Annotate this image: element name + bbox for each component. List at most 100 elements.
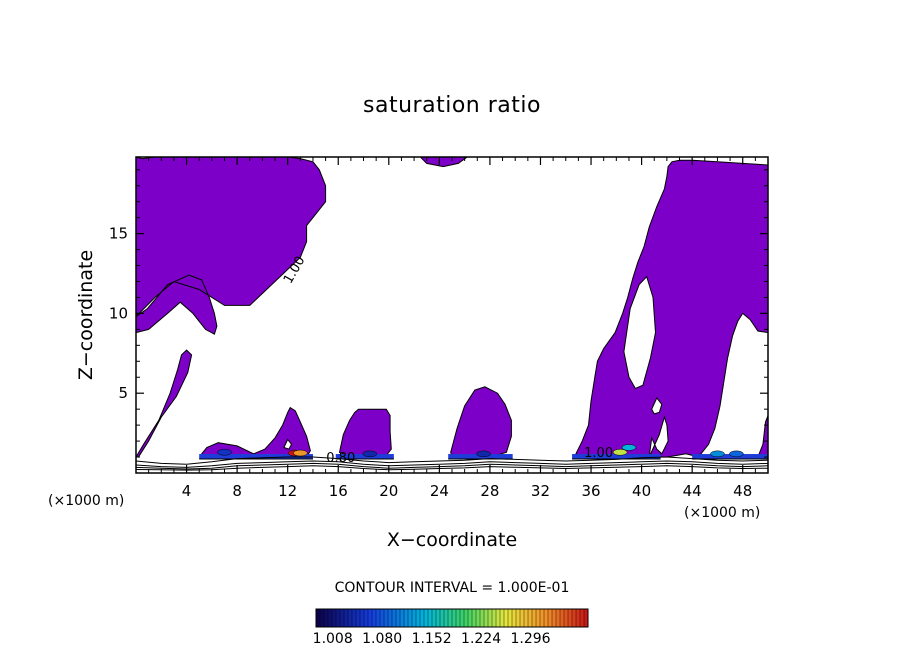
colorbar-segment — [340, 609, 345, 627]
colorbar-tick-label: 1.080 — [362, 631, 402, 647]
colorbar-segment — [376, 609, 381, 627]
peak-cell — [621, 444, 637, 451]
supersaturated-region — [575, 159, 768, 458]
colorbar-segment — [332, 609, 337, 627]
colorbar-segment — [544, 609, 549, 627]
colorbar-segment — [420, 609, 425, 627]
peak-cell — [293, 449, 308, 457]
x-unit-label-right: (×1000 m) — [684, 505, 760, 521]
peak-cell — [362, 450, 378, 458]
colorbar-segment — [476, 609, 481, 627]
colorbar-segment — [540, 609, 545, 627]
colorbar-segment — [580, 609, 585, 627]
colorbar-segment — [548, 609, 553, 627]
colorbar-segment — [400, 609, 405, 627]
subsaturated-hole — [648, 415, 669, 458]
colorbar-segment — [488, 609, 493, 627]
subsaturated-holes — [283, 275, 669, 458]
colorbar-segment — [344, 609, 349, 627]
colorbar-segment — [364, 609, 369, 627]
colorbar-segment — [500, 609, 505, 627]
colorbar-frame — [315, 608, 589, 628]
colorbar-segment — [532, 609, 537, 627]
colorbar-tick-label: 1.152 — [412, 631, 452, 647]
colorbar-segment — [536, 609, 541, 627]
x-tick-label: 36 — [581, 482, 600, 500]
peak-cell — [710, 450, 725, 458]
supersaturated-region — [419, 157, 469, 168]
colorbar-segment — [520, 609, 525, 627]
x-tick-label: 16 — [329, 482, 348, 500]
colorbar-segment — [372, 609, 377, 627]
colorbar-segment — [440, 609, 445, 627]
contour-label: 0.80 — [326, 451, 355, 466]
colorbar-segment — [516, 609, 521, 627]
peak-cell — [729, 450, 744, 458]
x-tick-label: 20 — [379, 482, 398, 500]
colorbar-segment — [524, 609, 529, 627]
colorbar-segment — [512, 609, 517, 627]
supersaturated-region — [136, 157, 327, 335]
subsaturated-hole — [283, 438, 293, 450]
x-tick-label: 12 — [278, 482, 297, 500]
x-tick-label: 44 — [683, 482, 702, 500]
colorbar-segment — [480, 609, 485, 627]
colorbar-segment — [528, 609, 533, 627]
surface-contour-line — [136, 465, 768, 471]
colorbar-segment — [380, 609, 385, 627]
colorbar-segment — [352, 609, 357, 627]
colorbar-segment — [316, 609, 321, 627]
colorbar-segment — [444, 609, 449, 627]
colorbar-segment — [576, 609, 581, 627]
colorbar-segment — [456, 609, 461, 627]
colorbar-segment — [452, 609, 457, 627]
colorbar-segment — [384, 609, 389, 627]
supersaturated-regions — [136, 157, 768, 460]
colorbar-segment — [472, 609, 477, 627]
colorbar-segment — [484, 609, 489, 627]
contour-interval-text: CONTOUR INTERVAL = 1.000E-01 — [335, 580, 570, 596]
colorbar-segment — [392, 609, 397, 627]
x-tick-label: 40 — [632, 482, 651, 500]
x-tick-label: 48 — [733, 482, 752, 500]
surface-contours — [136, 456, 768, 471]
colorbar-segment — [424, 609, 429, 627]
colorbar-segment — [416, 609, 421, 627]
colorbar-segment — [552, 609, 557, 627]
x-tick-label: 32 — [531, 482, 550, 500]
colorbar-segment — [564, 609, 569, 627]
colorbar-segment — [448, 609, 453, 627]
subsaturated-hole — [623, 275, 657, 390]
colorbar-segment — [320, 609, 325, 627]
x-tick-label: 8 — [232, 482, 242, 500]
chart-title: saturation ratio — [363, 93, 541, 118]
x-tick-label: 4 — [182, 482, 192, 500]
colorbar-segment — [324, 609, 329, 627]
cloud-base-band — [199, 454, 313, 460]
colorbar-segment — [504, 609, 509, 627]
y-axis-label: Z−coordinate — [75, 250, 97, 380]
peak-cell — [476, 450, 491, 458]
colorbar-segment — [412, 609, 417, 627]
y-tick-label: 15 — [109, 225, 128, 243]
x-axis-label: X−coordinate — [387, 529, 517, 551]
plot-area: 1.000.80 1.00 — [136, 157, 768, 473]
colorbar-segment — [464, 609, 469, 627]
colorbar-segment — [368, 609, 373, 627]
colorbar-segment — [428, 609, 433, 627]
colorbar-tick-label: 1.224 — [461, 631, 501, 647]
subsaturated-hole — [651, 397, 663, 415]
colorbar-tick-label: 1.008 — [313, 631, 353, 647]
colorbar-segment — [508, 609, 513, 627]
cloud-base-band — [335, 454, 394, 460]
surface-contour-line — [136, 462, 768, 470]
surface-contour-line — [136, 460, 768, 468]
surface-contour-line — [136, 456, 768, 465]
colorbar-segment — [328, 609, 333, 627]
colorbar-segment — [348, 609, 353, 627]
peak-cell — [217, 449, 232, 456]
x-tick-label: 28 — [480, 482, 499, 500]
colorbar-segment — [336, 609, 341, 627]
peak-cell — [612, 449, 628, 456]
